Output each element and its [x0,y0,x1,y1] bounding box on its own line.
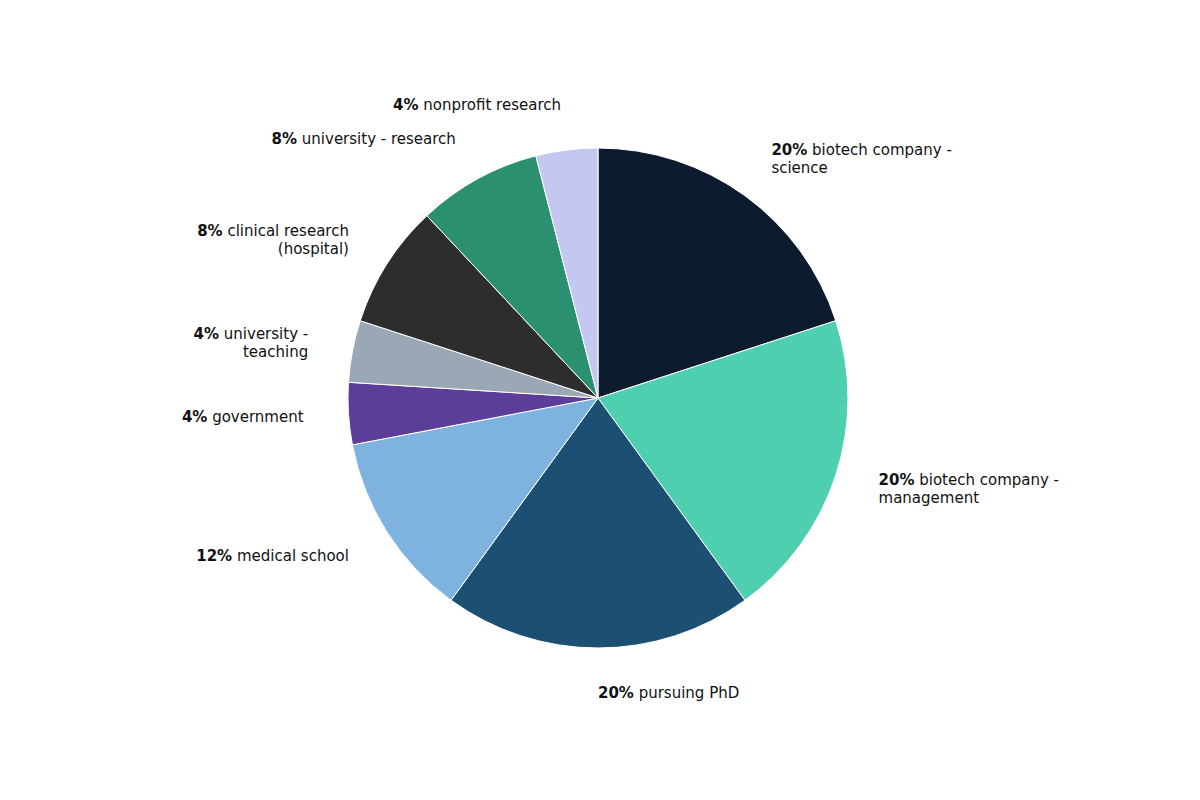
svg-text:8% clinical research(hospital): 8% clinical research(hospital) [197,222,349,258]
svg-text:4% nonprofit research: 4% nonprofit research [393,96,561,114]
svg-text:20% biotech company -science: 20% biotech company -science [771,141,952,177]
svg-text:8% university - research: 8% university - research [272,130,456,148]
svg-text:4% government: 4% government [182,408,304,426]
svg-text:20% biotech company -managemen: 20% biotech company -management [879,471,1060,507]
svg-text:20% pursuing PhD: 20% pursuing PhD [598,684,739,702]
svg-text:4% university -teaching: 4% university -teaching [194,325,309,361]
svg-text:12% medical school: 12% medical school [196,547,349,565]
